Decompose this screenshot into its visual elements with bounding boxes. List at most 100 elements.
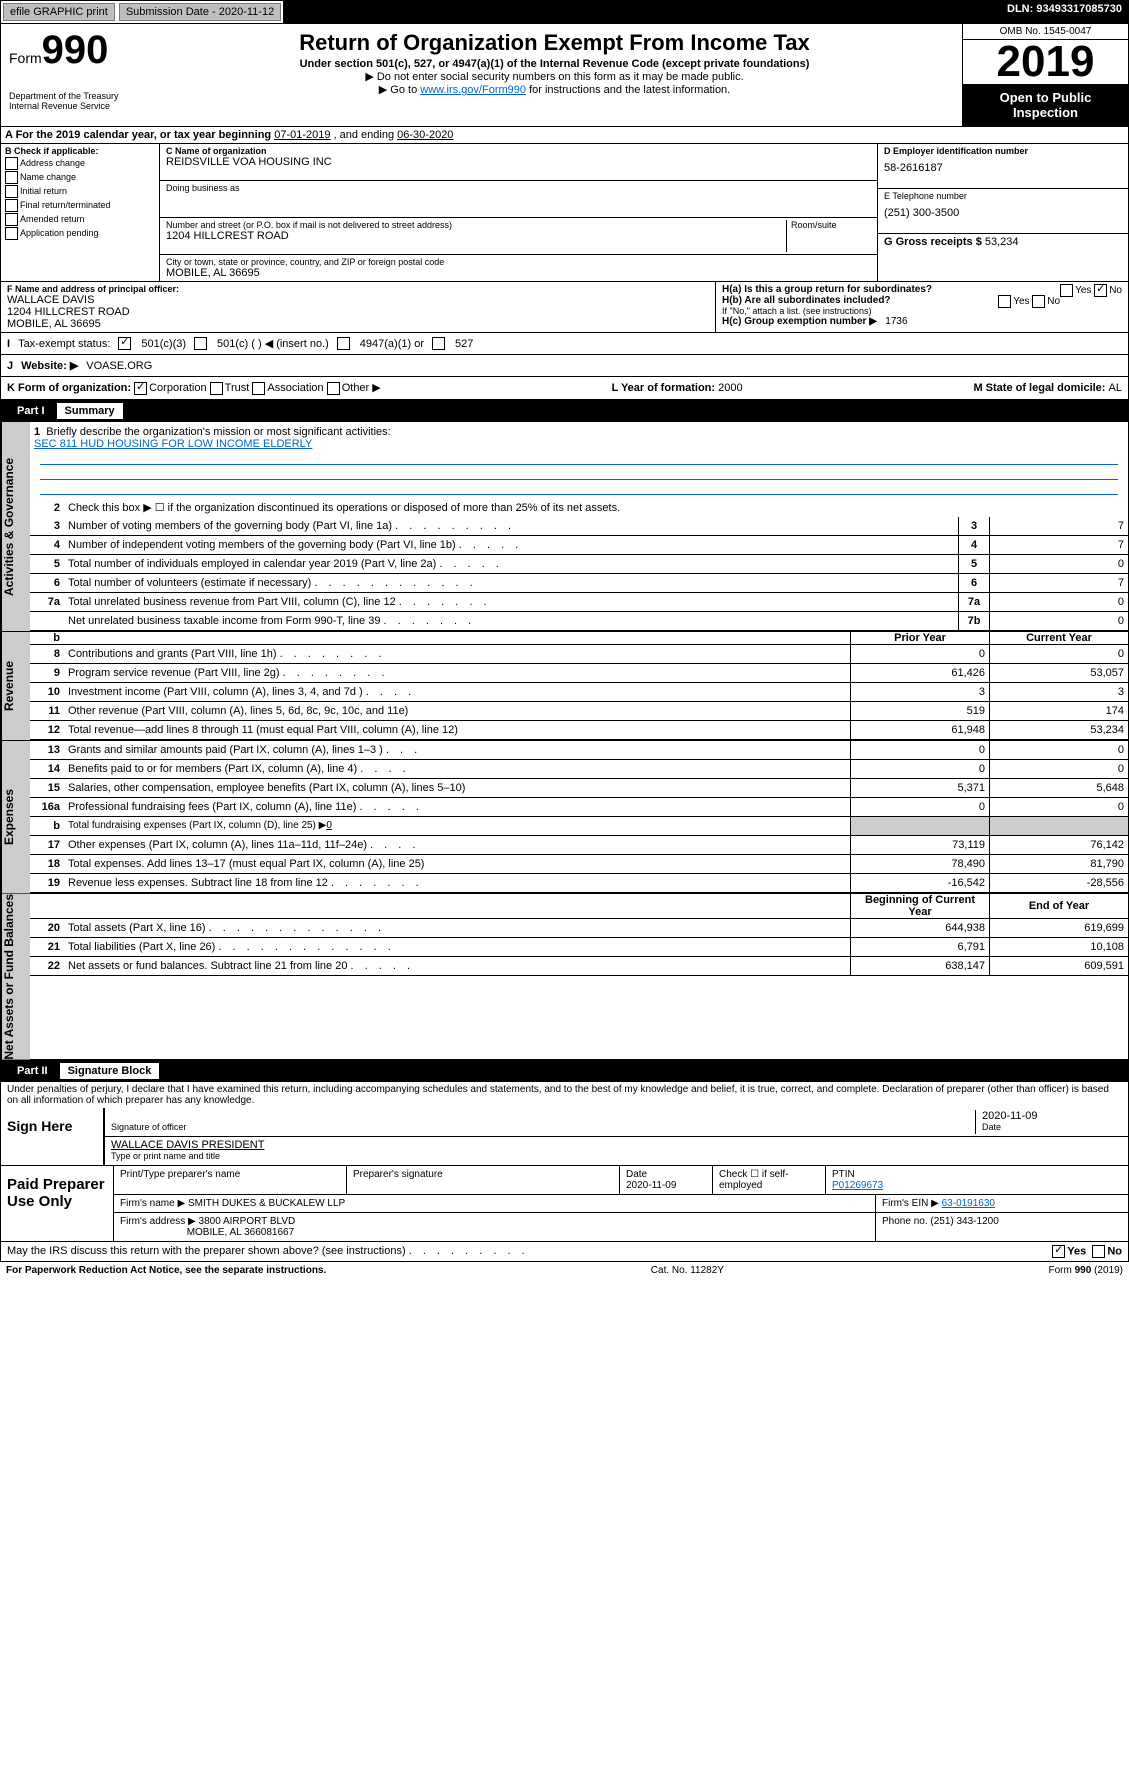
hb-no[interactable]: [1032, 295, 1045, 308]
dyes: Yes: [1067, 1246, 1086, 1258]
street: 1204 HILLCREST ROAD: [166, 230, 786, 242]
section-c: C Name of organization REIDSVILLE VOA HO…: [160, 144, 877, 281]
p12: 61,948: [850, 721, 989, 739]
open-public: Open to Public Inspection: [963, 84, 1128, 126]
period-pre: A For the 2019 calendar year, or tax yea…: [5, 129, 274, 141]
l-label: L Year of formation:: [612, 382, 719, 394]
officer-addr2: MOBILE, AL 36695: [7, 318, 709, 330]
i-4947[interactable]: [337, 337, 350, 350]
p18: 78,490: [850, 855, 989, 873]
year: 2019: [963, 40, 1128, 84]
firm-label: Firm's name ▶: [120, 1198, 185, 1209]
cb-address[interactable]: [5, 157, 18, 170]
efile-btn[interactable]: efile GRAPHIC print: [3, 3, 115, 21]
form-prefix: Form: [9, 50, 42, 66]
m-label: M State of legal domicile:: [973, 382, 1108, 394]
c20: 619,699: [989, 919, 1128, 937]
b-header: B Check if applicable:: [5, 146, 99, 156]
opt-address: Address change: [20, 158, 85, 168]
part1-header: Part I Summary: [0, 400, 1129, 422]
submission-btn[interactable]: Submission Date - 2020-11-12: [119, 3, 281, 21]
k-o3: Association: [267, 382, 323, 394]
dept2: Internal Revenue Service: [9, 101, 139, 111]
part1-label: Part I: [9, 403, 53, 419]
city: MOBILE, AL 36695: [166, 267, 871, 279]
note2-post: for instructions and the latest informat…: [526, 84, 730, 96]
i-label: Tax-exempt status:: [18, 338, 110, 350]
section-h: H(a) Is this a group return for subordin…: [715, 282, 1128, 332]
v5: 0: [989, 555, 1128, 573]
note2-pre: ▶ Go to: [379, 84, 420, 96]
p16a: 0: [850, 798, 989, 816]
sidebar-revenue: Revenue: [1, 632, 30, 740]
i-501c[interactable]: [194, 337, 207, 350]
yes1: Yes: [1075, 285, 1091, 296]
k-trust[interactable]: [210, 382, 223, 395]
period-row: A For the 2019 calendar year, or tax yea…: [0, 127, 1129, 144]
ha-yes[interactable]: [1060, 284, 1073, 297]
irs-link[interactable]: www.irs.gov/Form990: [420, 84, 526, 96]
l7a: Total unrelated business revenue from Pa…: [68, 596, 396, 608]
l14: Benefits paid to or for members (Part IX…: [68, 763, 357, 775]
l7b: Net unrelated business taxable income fr…: [68, 615, 380, 627]
ha-no[interactable]: ✓: [1094, 284, 1107, 297]
discuss: May the IRS discuss this return with the…: [7, 1245, 406, 1257]
l8: Contributions and grants (Part VIII, lin…: [68, 648, 277, 660]
section-e: E Telephone number (251) 300-3500: [878, 189, 1128, 234]
c13: 0: [989, 741, 1128, 759]
section-k: K Form of organization: ✓Corporation Tru…: [0, 377, 1129, 400]
k-assoc[interactable]: [252, 382, 265, 395]
no1: No: [1109, 285, 1122, 296]
i-o3: 4947(a)(1) or: [360, 338, 424, 350]
part2-title: Signature Block: [60, 1063, 160, 1079]
discuss-no[interactable]: [1092, 1245, 1105, 1258]
c14: 0: [989, 760, 1128, 778]
l10: Investment income (Part VIII, column (A)…: [68, 686, 363, 698]
l9: Program service revenue (Part VIII, line…: [68, 667, 280, 679]
opt-amended: Amended return: [20, 214, 85, 224]
hb-yes[interactable]: [998, 295, 1011, 308]
cb-name[interactable]: [5, 171, 18, 184]
dln: DLN: 93493317085730: [1001, 1, 1128, 23]
c16a: 0: [989, 798, 1128, 816]
k-other[interactable]: [327, 382, 340, 395]
cb-final[interactable]: [5, 199, 18, 212]
signer-name: WALLACE DAVIS PRESIDENT: [111, 1139, 264, 1151]
form-title: Return of Organization Exempt From Incom…: [151, 30, 958, 56]
cb-pending[interactable]: [5, 227, 18, 240]
opt-pending: Application pending: [20, 228, 99, 238]
p17: 73,119: [850, 836, 989, 854]
firm-ein[interactable]: 63-0191630: [942, 1198, 995, 1209]
l21: Total liabilities (Part X, line 26): [68, 941, 215, 953]
c8: 0: [989, 645, 1128, 663]
k-corp[interactable]: ✓: [134, 382, 147, 395]
cb-amended[interactable]: [5, 213, 18, 226]
l20: Total assets (Part X, line 16): [68, 922, 206, 934]
sign-here: Sign Here: [1, 1108, 103, 1165]
ptin[interactable]: P01269673: [832, 1180, 883, 1191]
c11: 174: [989, 702, 1128, 720]
end-hdr: End of Year: [989, 894, 1128, 918]
hb-note: If "No," attach a list. (see instruction…: [722, 306, 1122, 316]
i-527[interactable]: [432, 337, 445, 350]
hb: H(b) Are all subordinates included?: [722, 295, 891, 306]
room-label: Room/suite: [791, 220, 871, 230]
phone: (251) 300-3500: [884, 207, 1122, 219]
footer: For Paperwork Reduction Act Notice, see …: [0, 1262, 1129, 1279]
mission[interactable]: SEC 811 HUD HOUSING FOR LOW INCOME ELDER…: [34, 438, 312, 450]
section-b: B Check if applicable: Address change Na…: [1, 144, 160, 281]
discuss-yes[interactable]: ✓: [1052, 1245, 1065, 1258]
foot-mid: Cat. No. 11282Y: [651, 1265, 724, 1276]
c9: 53,057: [989, 664, 1128, 682]
g-label: G Gross receipts $: [884, 236, 985, 248]
i-501c3[interactable]: ✓: [118, 337, 131, 350]
m-val: AL: [1109, 382, 1122, 394]
cb-initial[interactable]: [5, 185, 18, 198]
c12: 53,234: [989, 721, 1128, 739]
pdate: 2020-11-09: [626, 1180, 706, 1191]
opt-name: Name change: [20, 172, 76, 182]
sign-date-label: Date: [982, 1122, 1122, 1132]
form-number: 990: [42, 28, 109, 72]
j-label: Website: ▶: [21, 359, 78, 372]
foot-left: For Paperwork Reduction Act Notice, see …: [6, 1265, 326, 1276]
